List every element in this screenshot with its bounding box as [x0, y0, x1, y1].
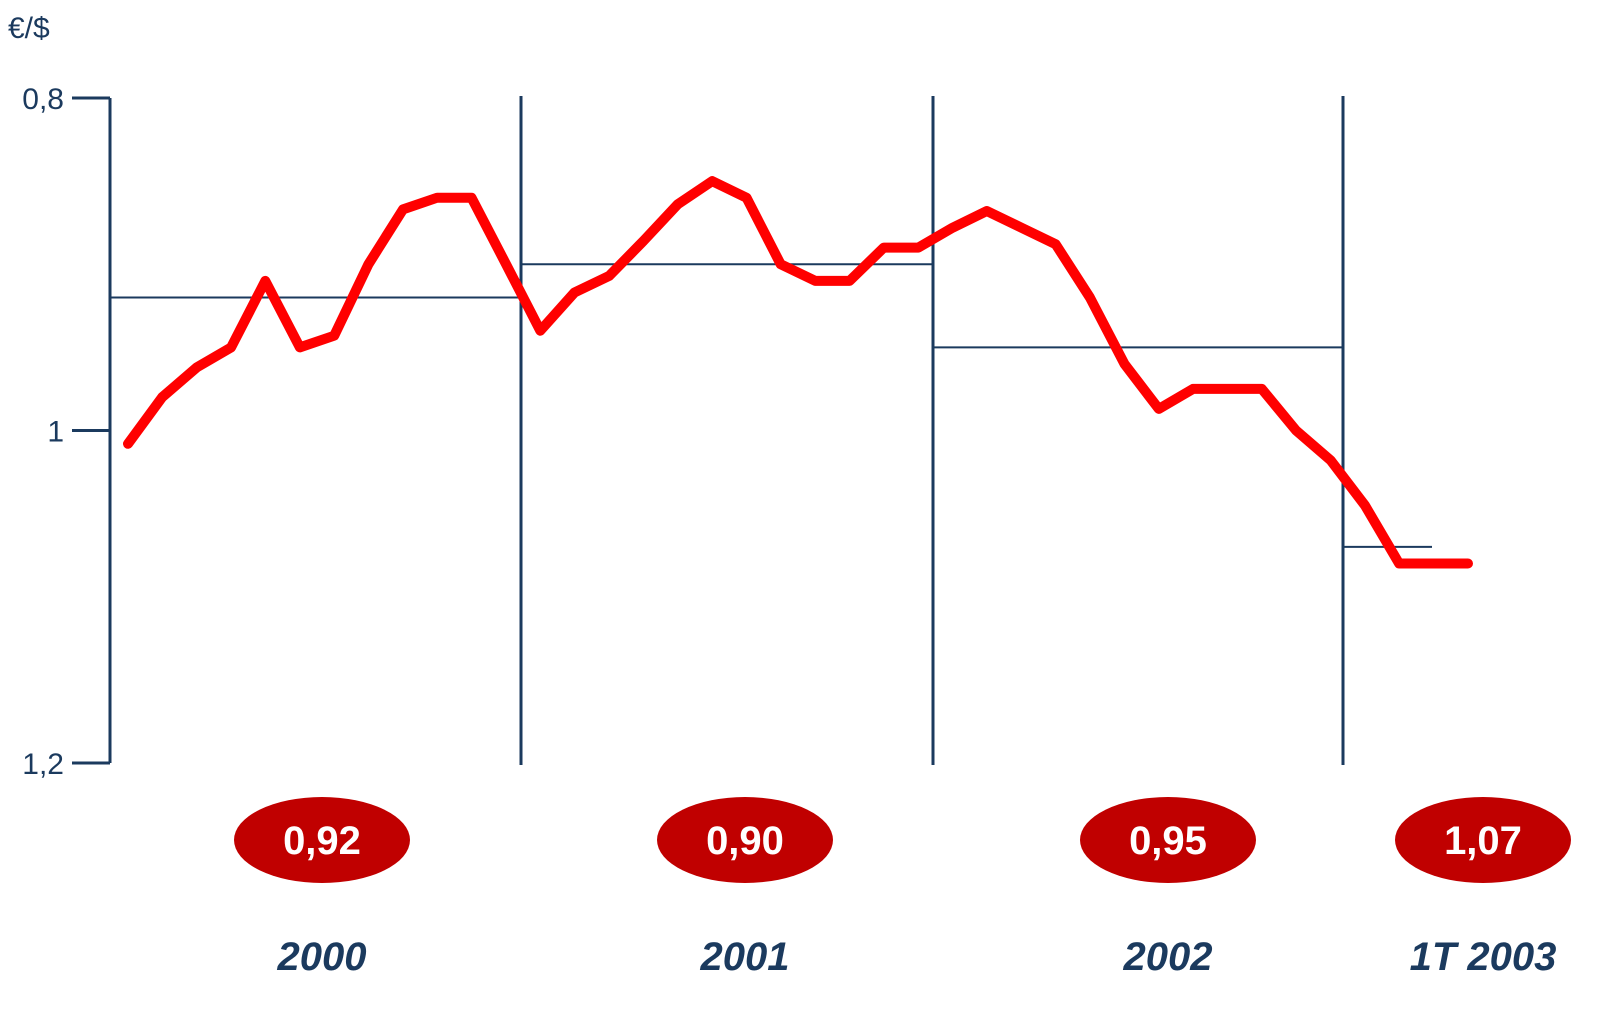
- period-label: 2001: [700, 935, 790, 979]
- average-badge-label: 0,92: [283, 819, 361, 863]
- period-label: 2000: [277, 935, 367, 979]
- y-tick-label: 1: [47, 416, 64, 449]
- unit-label: €/$: [8, 12, 50, 45]
- y-tick-label: 1,2: [22, 748, 64, 781]
- average-badge: [1080, 797, 1256, 883]
- average-badge-label: 1,07: [1444, 819, 1522, 863]
- average-badge-label: 0,95: [1129, 819, 1207, 863]
- average-badge: [1395, 797, 1571, 883]
- period-label: 1T 2003: [1410, 935, 1557, 979]
- average-badge-label: 0,90: [706, 819, 784, 863]
- average-badge: [657, 797, 833, 883]
- average-badge: [234, 797, 410, 883]
- period-label: 2002: [1123, 935, 1213, 979]
- y-tick-label: 0,8: [22, 83, 64, 116]
- exchange-rate-line: [123, 176, 1473, 569]
